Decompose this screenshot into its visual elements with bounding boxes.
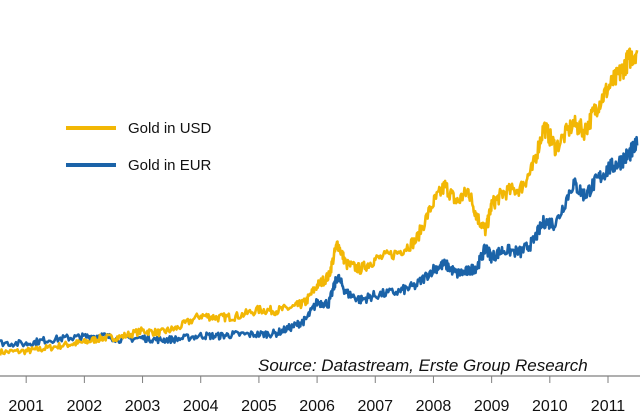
x-tick-label: 2010 [532,398,568,415]
series-layer [0,47,639,356]
x-tick-label: 2007 [357,398,393,415]
series-line-gold-eur [0,135,639,348]
x-tick-label: 2005 [241,398,277,415]
x-tick-label: 2009 [474,398,510,415]
x-tick-label: 2011 [591,398,626,415]
legend-label-gold-eur: Gold in EUR [128,157,212,174]
legend: Gold in USD Gold in EUR [66,120,212,174]
x-tick-layer: 2001 2002 2003 2004 2005 2006 2007 2008 2009 2010… [8,376,625,415]
x-tick-label: 2001 [8,398,44,415]
x-tick-label: 2008 [416,398,452,415]
x-tick-label: 2006 [299,398,335,415]
x-tick-label: 2002 [67,398,103,415]
x-tick-label: 2004 [183,398,219,415]
source-note: Source: Datastream, Erste Group Research [258,356,588,375]
legend-label-gold-usd: Gold in USD [128,120,212,137]
series-line-gold-usd [0,47,639,356]
x-tick-label: 2003 [125,398,161,415]
